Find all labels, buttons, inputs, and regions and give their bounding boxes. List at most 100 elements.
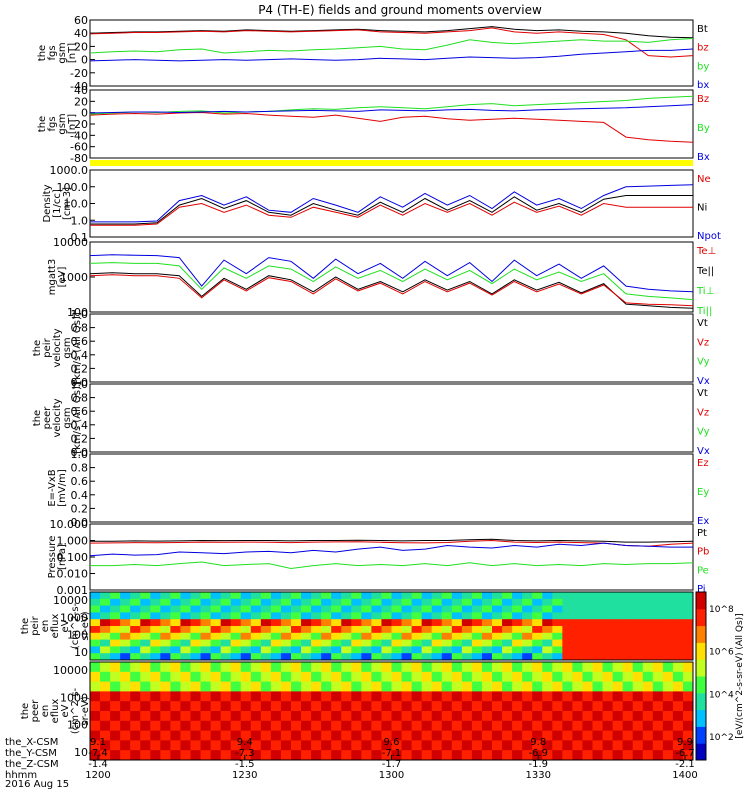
spectrogram-cell: [652, 701, 664, 712]
colorbar: 10^8 10^6 10^4 10^2 [eV/(cm^2-s-sr-eV) (All …: [695, 591, 745, 761]
spectrogram-cell: [311, 740, 322, 751]
spectrogram-cell: [682, 639, 694, 647]
spectrogram-cell: [612, 626, 624, 634]
spectrogram-cell: [481, 598, 493, 607]
spectrogram-cell: [682, 681, 694, 692]
spectrogram-cell: [431, 605, 443, 613]
spectrogram-cell: [110, 662, 121, 673]
spectrogram-cell: [110, 612, 121, 620]
spectrogram-cell: [200, 626, 212, 634]
spectrogram-cell: [280, 711, 292, 722]
spectrogram-cell: [140, 740, 151, 751]
spectrogram-cell: [250, 711, 262, 722]
spectrogram-cell: [431, 701, 443, 712]
spectrogram-cell: [492, 720, 503, 732]
spectrogram-cell: [421, 711, 433, 722]
spectrogram-cell: [542, 662, 553, 673]
spectrogram-cell: [240, 740, 252, 751]
spectrogram-cell: [592, 701, 604, 712]
y-axis-label-line: eV: [60, 619, 71, 632]
colorbar-segment: [696, 676, 706, 694]
spectrogram-cell: [411, 671, 423, 683]
spectrogram-cell: [210, 671, 222, 683]
spectrogram-cell: [542, 598, 553, 607]
spectrogram-cell: [461, 681, 473, 692]
spectrogram-cell: [160, 730, 171, 741]
spectrogram-cell: [602, 750, 614, 761]
spectrogram-cell: [200, 646, 212, 654]
x-tick-label-x: -7.3: [235, 748, 255, 759]
spectrogram-cell: [582, 639, 593, 647]
spectrogram-cell: [321, 662, 332, 673]
y-tick-label: 0.0: [71, 446, 89, 459]
spectrogram-cell: [602, 662, 614, 673]
spectrogram-cell: [441, 639, 453, 647]
spectrogram-cell: [622, 711, 634, 722]
spectrogram-cell: [331, 653, 342, 661]
spectrogram-cell: [612, 711, 624, 722]
spectrogram-cell: [90, 730, 101, 741]
spectrogram-cell: [200, 639, 212, 647]
spectrogram-cell: [130, 632, 141, 641]
spectrogram-cell: [411, 639, 423, 647]
spectrogram-cell: [652, 681, 664, 692]
spectrogram-cell: [331, 701, 342, 712]
spectrogram-cell: [180, 592, 191, 600]
spectrogram-cell: [170, 639, 181, 647]
spectrogram-cell: [622, 691, 634, 702]
spectrogram-cell: [592, 720, 604, 732]
spectrogram-cell: [291, 632, 302, 641]
spectrogram-cell: [662, 691, 674, 702]
series-Te||: [89, 272, 694, 309]
spectrogram-cell: [411, 619, 423, 627]
spectrogram-cell: [401, 671, 413, 683]
spectrogram-cell: [391, 701, 403, 712]
spectrogram-cell: [421, 720, 433, 732]
spectrogram-cell: [291, 592, 302, 600]
spectrogram-cell: [190, 612, 202, 620]
spectrogram-cell: [291, 653, 302, 661]
y-tick-label: 0.2: [71, 362, 89, 375]
spectrogram-cell: [492, 592, 503, 600]
spectrogram-cell: [260, 720, 272, 732]
spectrogram-cell: [210, 681, 222, 692]
spectrogram-cell: [461, 626, 473, 634]
spectrogram-cell: [230, 605, 242, 613]
spectrogram-cell: [562, 701, 573, 712]
spectrogram-cell: [602, 632, 614, 641]
spectrogram-cell: [381, 730, 392, 741]
spectrogram-cell: [361, 639, 372, 647]
spectrogram-cell: [270, 653, 282, 661]
y-tick-label: -40: [70, 129, 88, 142]
spectrogram-cell: [471, 632, 483, 641]
spectrogram-cell: [592, 626, 604, 634]
spectrogram-cell: [230, 750, 242, 761]
spectrogram-cell: [381, 711, 392, 722]
spectrogram-cell: [512, 701, 523, 712]
spectrogram-cell: [230, 711, 242, 722]
spectrogram-cell: [120, 740, 131, 751]
spectrogram-cell: [361, 711, 372, 722]
spectrogram-cell: [371, 691, 382, 702]
spectrogram-cell: [90, 598, 101, 607]
spectrogram-cell: [321, 619, 332, 627]
spectrogram-cell: [542, 592, 553, 600]
spectrogram-cell: [321, 605, 332, 613]
spectrogram-cell: [311, 626, 322, 634]
spectrogram-cell: [552, 592, 563, 600]
spectrogram-cell: [562, 632, 573, 641]
legend-Vz: Vz: [697, 407, 709, 418]
spectrogram-cell: [291, 626, 302, 634]
spectrogram-cell: [160, 646, 171, 654]
spectrogram-cell: [220, 619, 232, 627]
spectrogram-cell: [582, 632, 593, 641]
spectrogram-cell: [662, 592, 674, 600]
spectrogram-cell: [280, 626, 292, 634]
spectrogram-cell: [260, 740, 272, 751]
spectrogram-cell: [622, 740, 634, 751]
spectrogram-cell: [301, 750, 312, 761]
spectrogram-cell: [200, 730, 212, 741]
spectrogram-cell: [140, 653, 151, 661]
spectrogram-cell: [240, 632, 252, 641]
